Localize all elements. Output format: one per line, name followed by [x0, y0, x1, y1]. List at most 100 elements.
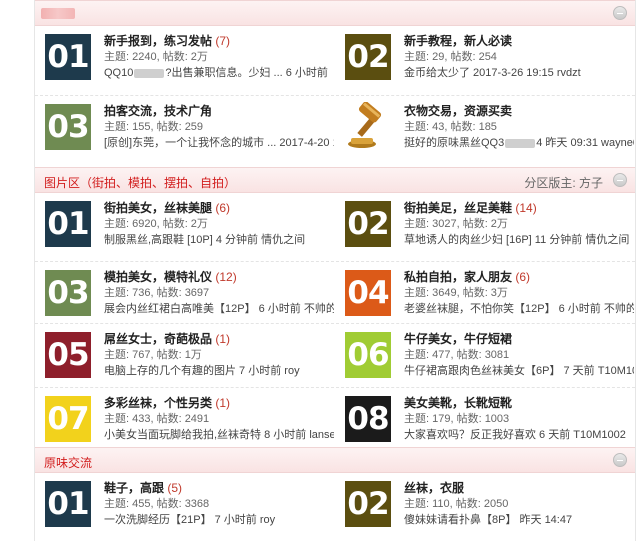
category-header: 原味交流 [35, 447, 635, 473]
last-post-text[interactable]: 老婆丝袜腿，不怕你笑【12P】 6 小时前 不帅的男孩 [404, 303, 634, 315]
forum-name-link[interactable]: 衣物交易，资源买卖 [404, 104, 513, 118]
forum-item[interactable]: 02 街拍美足，丝足美鞋 (14) 主题: 3027, 帖数: 2万 草地诱人的肉丝少… [335, 193, 635, 259]
forum-name-link[interactable]: 街拍美足，丝足美鞋 [404, 201, 513, 215]
collapse-icon[interactable] [613, 453, 627, 467]
last-post-text[interactable]: 一次洗脚经历【21P】 7 小时前 roy [104, 514, 276, 526]
forum-stats: 主题: 455, 帖数: 3368 [104, 498, 210, 510]
forum-number-badge[interactable]: 01 [45, 481, 91, 527]
last-post-text[interactable]: ?出售兼职信息。少妇 ... 6 小时前 [165, 67, 328, 79]
forum-stats: 主题: 155, 帖数: 259 [104, 121, 204, 133]
forum-name-line: 新手教程，新人必读 [404, 33, 634, 49]
forum-item[interactable]: 05 屌丝女士，奇葩极品 (1) 主题: 767, 帖数: 1万 电脑上存的几个有趣的… [35, 324, 335, 390]
forum-item[interactable]: 衣物交易，资源买卖 主题: 43, 帖数: 185 挺好的原味黑丝QQ3 4 昨天 0… [335, 96, 635, 162]
last-post[interactable]: QQ10 ?出售兼职信息。少妇 ... 6 小时前 [104, 65, 334, 81]
forum-item[interactable]: 08 美女美靴，长靴短靴 主题: 179, 帖数: 1003 大家喜欢吗？反正我好喜欢… [335, 388, 635, 454]
forum-name-link[interactable]: 屌丝女士，奇葩极品 [104, 332, 213, 346]
forum-number-badge[interactable]: 02 [345, 201, 391, 247]
forum-name-line: 模拍美女，模特礼仪 (12) [104, 269, 334, 285]
last-post[interactable]: 老婆丝袜腿，不怕你笑【12P】 6 小时前 不帅的男孩 [404, 301, 634, 317]
forum-number-badge[interactable]: 02 [345, 481, 391, 527]
forum-item[interactable]: 01 街拍美女，丝袜美腿 (6) 主题: 6920, 帖数: 2万 制服黑丝,高跟鞋 … [35, 193, 335, 259]
row-divider [35, 261, 635, 262]
forum-name-link[interactable]: 拍客交流，技术广角 [104, 104, 213, 118]
last-post-text[interactable]: 制服黑丝,高跟鞋 [10P] 4 分钟前 情仇之间 [104, 234, 306, 246]
forum-name-link[interactable]: 鞋子，高跟 [104, 481, 165, 495]
forum-number-badge[interactable]: 01 [45, 201, 91, 247]
collapse-icon[interactable] [613, 173, 627, 187]
forum-item[interactable]: 07 多彩丝袜，个性另类 (1) 主题: 433, 帖数: 2491 小美女当面玩脚给… [35, 388, 335, 454]
forum-stats: 主题: 29, 帖数: 254 [404, 51, 497, 63]
last-post-prefix[interactable]: QQ10 [104, 67, 134, 79]
forum-item[interactable]: 02 丝袜，衣服 主题: 110, 帖数: 2050 傻妹妹请看扑鼻【8P】 昨天 1… [335, 473, 635, 539]
new-posts-count: (7) [215, 34, 231, 48]
forum-info: 新手教程，新人必读 主题: 29, 帖数: 254 金币给太少了 2017-3-26… [404, 33, 634, 81]
forum-stats: 主题: 179, 帖数: 1003 [404, 413, 510, 425]
forum-name-link[interactable]: 新手报到，练习发帖 [104, 34, 213, 48]
forum-number-badge[interactable]: 05 [45, 332, 91, 378]
forum-number-badge[interactable]: 02 [345, 34, 391, 80]
last-post[interactable]: 傻妹妹请看扑鼻【8P】 昨天 14:47 [404, 512, 634, 528]
forum-name-line: 私拍自拍，家人朋友 (6) [404, 269, 634, 285]
forum-info: 拍客交流，技术广角 主题: 155, 帖数: 259 [原创]东莞，一个让我怀念的城… [104, 103, 334, 151]
forum-name-link[interactable]: 私拍自拍，家人朋友 [404, 270, 513, 284]
last-post[interactable]: [原创]东莞，一个让我怀念的城市 ... 2017-4-20 19:04 [104, 135, 334, 151]
last-post[interactable]: 电脑上存的几个有趣的图片 7 小时前 roy [104, 363, 334, 379]
last-post-text[interactable]: 大家喜欢吗？反正我好喜欢 6 天前 T10M1002 [404, 429, 626, 441]
last-post-text[interactable]: 牛仔裙高跟肉色丝袜美女【6P】 7 天前 T10M1002 [404, 365, 634, 377]
forum-number-badge[interactable]: 04 [345, 270, 391, 316]
forum-info: 街拍美足，丝足美鞋 (14) 主题: 3027, 帖数: 2万 草地诱人的肉丝少妇 … [404, 200, 634, 248]
last-post[interactable]: 制服黑丝,高跟鞋 [10P] 4 分钟前 情仇之间 [104, 232, 334, 248]
forum-item[interactable]: 03 拍客交流，技术广角 主题: 155, 帖数: 259 [原创]东莞，一个让我怀念… [35, 96, 335, 162]
category-moderator[interactable]: 分区版主: 方子 [524, 176, 603, 190]
collapse-icon[interactable] [613, 6, 627, 20]
last-post[interactable]: 小美女当面玩脚给我拍,丝袜奇特 8 小时前 lansen66 [104, 427, 334, 443]
forum-name-link[interactable]: 牛仔美女，牛仔短裙 [404, 332, 513, 346]
last-post[interactable]: 展会内丝红裙白高唯美【12P】 6 小时前 不帅的男孩 [104, 301, 334, 317]
forum-item[interactable]: 01 新手报到，练习发帖 (7) 主题: 2240, 帖数: 2万 QQ10 ?出售兼职… [35, 26, 335, 92]
forum-name-line: 美女美靴，长靴短靴 [404, 395, 634, 411]
last-post[interactable]: 牛仔裙高跟肉色丝袜美女【6P】 7 天前 T10M1002 [404, 363, 634, 379]
forum-item[interactable]: 01 鞋子，高跟 (5) 主题: 455, 帖数: 3368 一次洗脚经历【21P】 … [35, 473, 335, 539]
forum-item[interactable]: 06 牛仔美女，牛仔短裙 主题: 477, 帖数: 3081 牛仔裙高跟肉色丝袜美女【… [335, 324, 635, 390]
last-post-prefix[interactable]: 挺好的原味黑丝QQ3 [404, 137, 505, 149]
last-post[interactable]: 金币给太少了 2017-3-26 19:15 rvdzt [404, 65, 634, 81]
last-post-text[interactable]: 金币给太少了 2017-3-26 19:15 rvdzt [404, 67, 581, 79]
forum-name-link[interactable]: 街拍美女，丝袜美腿 [104, 201, 213, 215]
forum-info: 多彩丝袜，个性另类 (1) 主题: 433, 帖数: 2491 小美女当面玩脚给我拍… [104, 395, 334, 443]
new-posts-count: (6) [215, 201, 231, 215]
forum-name-link[interactable]: 多彩丝袜，个性另类 [104, 396, 213, 410]
gavel-icon[interactable] [345, 101, 391, 152]
forum-number-badge[interactable]: 07 [45, 396, 91, 442]
last-post-text[interactable]: 小美女当面玩脚给我拍,丝袜奇特 8 小时前 lansen66 [104, 429, 334, 441]
forum-name-line: 街拍美足，丝足美鞋 (14) [404, 200, 634, 216]
last-post-text[interactable]: 展会内丝红裙白高唯美【12P】 6 小时前 不帅的男孩 [104, 303, 334, 315]
last-post-text[interactable]: 傻妹妹请看扑鼻【8P】 昨天 14:47 [404, 514, 573, 526]
forum-item[interactable]: 03 模拍美女，模特礼仪 (12) 主题: 736, 帖数: 3697 展会内丝红裙白… [35, 262, 335, 328]
last-post-text[interactable]: 4 昨天 09:31 wayne053 [536, 137, 634, 149]
forum-number-badge[interactable]: 06 [345, 332, 391, 378]
forum-number-badge[interactable]: 03 [45, 104, 91, 150]
last-post[interactable]: 挺好的原味黑丝QQ3 4 昨天 09:31 wayne053 [404, 135, 634, 151]
forum-number-badge[interactable]: 08 [345, 396, 391, 442]
forum-info: 丝袜，衣服 主题: 110, 帖数: 2050 傻妹妹请看扑鼻【8P】 昨天 14:… [404, 480, 634, 528]
last-post-text[interactable]: 电脑上存的几个有趣的图片 7 小时前 roy [104, 365, 300, 377]
forum-name-link[interactable]: 模拍美女，模特礼仪 [104, 270, 213, 284]
last-post[interactable]: 草地诱人的肉丝少妇 [16P] 11 分钟前 情仇之间 [404, 232, 634, 248]
category-title[interactable]: 图片区（街拍、模拍、摆拍、自拍） [44, 176, 237, 190]
forum-name-link[interactable]: 丝袜，衣服 [404, 481, 465, 495]
forum-number-badge[interactable]: 01 [45, 34, 91, 80]
forum-item[interactable]: 04 私拍自拍，家人朋友 (6) 主题: 3649, 帖数: 3万 老婆丝袜腿，不怕你… [335, 262, 635, 328]
forum-name-line: 衣物交易，资源买卖 [404, 103, 634, 119]
last-post-text[interactable]: 草地诱人的肉丝少妇 [16P] 11 分钟前 情仇之间 [404, 234, 630, 246]
new-posts-count: (1) [215, 332, 231, 346]
forum-item[interactable]: 02 新手教程，新人必读 主题: 29, 帖数: 254 金币给太少了 2017-3-… [335, 26, 635, 92]
category-title[interactable]: 原味交流 [44, 456, 93, 470]
last-post[interactable]: 大家喜欢吗？反正我好喜欢 6 天前 T10M1002 [404, 427, 634, 443]
last-post[interactable]: 一次洗脚经历【21P】 7 小时前 roy [104, 512, 334, 528]
forum-name-link[interactable]: 美女美靴，长靴短靴 [404, 396, 513, 410]
new-posts-count: (14) [515, 201, 537, 215]
last-post-text[interactable]: [原创]东莞，一个让我怀念的城市 ... 2017-4-20 19:04 [104, 137, 334, 149]
forum-info: 新手报到，练习发帖 (7) 主题: 2240, 帖数: 2万 QQ10 ?出售兼职信息… [104, 33, 334, 81]
forum-number-badge[interactable]: 03 [45, 270, 91, 316]
forum-name-link[interactable]: 新手教程，新人必读 [404, 34, 513, 48]
